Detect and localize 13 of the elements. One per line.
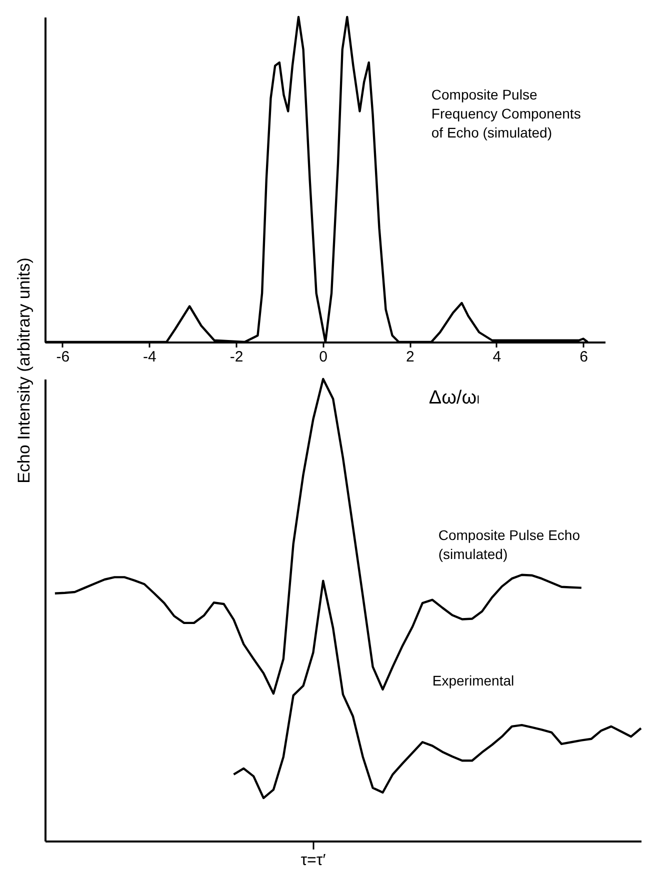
x-axis-title: Δω/ωₗ (428, 388, 480, 408)
x-tick-label: 6 (580, 348, 588, 366)
series-label: Composite Pulse Echo (simulated) (438, 527, 580, 562)
x-tick-label: -2 (230, 348, 244, 366)
text: Experimental (432, 672, 514, 689)
y-axis-title: Echo Intensity (arbitrary units) (14, 258, 34, 484)
x-tick-label: 2 (406, 348, 414, 366)
text: Composite Pulse Frequency Components of Echo (simulated) (431, 86, 581, 140)
text: τ=τ′ (300, 852, 326, 869)
x-tick-label: -4 (143, 348, 156, 366)
x-tick-label: 0 (319, 348, 328, 366)
x-tick-label: 4 (492, 348, 502, 366)
x-tick-label: -6 (56, 348, 70, 366)
